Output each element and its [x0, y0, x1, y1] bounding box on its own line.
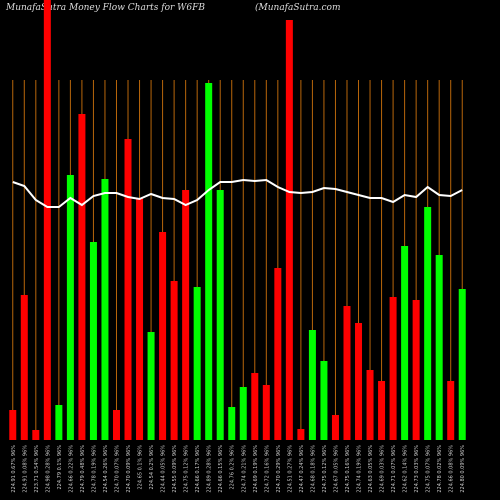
x-tick-label: 224.89 0.28% 96%: [207, 445, 213, 493]
x-tick-label: 224.75 0.16% 96%: [345, 445, 351, 493]
bar: [66, 175, 74, 440]
x-tick-label: 224.71 0.07% 96%: [391, 445, 397, 493]
bar: [205, 83, 213, 440]
bar: [55, 405, 63, 440]
bar: [297, 429, 305, 440]
x-tick-label: 224.98 0.28% 96%: [45, 445, 51, 493]
bar: [435, 255, 443, 440]
chart-subtitle: (MunafaSutra.com: [255, 2, 340, 13]
x-tick-label: 224.51 0.27% 96%: [287, 445, 293, 493]
bar: [136, 198, 144, 440]
x-tick-label: 224.54 0.2% 96%: [149, 445, 155, 490]
x-tick-label: 224.76 0.2% 96%: [230, 445, 236, 490]
bar: [147, 332, 155, 440]
bar: [20, 295, 28, 440]
bar: [239, 387, 247, 440]
x-tick-label: 224.54 0.26% 96%: [103, 445, 109, 493]
x-tick-label: 224.62 0.14% 96%: [403, 445, 409, 493]
bar: [124, 139, 132, 440]
bar: [308, 330, 316, 440]
x-tick-label: 224.68 0.18% 96%: [310, 445, 316, 493]
x-tick-label: 224.66 0.15% 96%: [218, 445, 224, 493]
bar: [89, 242, 97, 440]
x-tick-label: 224.55 0.09% 96%: [172, 445, 178, 493]
x-tick-label: 224.66 0.08% 96%: [449, 445, 455, 493]
x-tick-label: 224.78 0.02% 96%: [437, 445, 443, 493]
x-tick-label: 224.47 0.24% 96%: [299, 445, 305, 493]
bar: [331, 415, 339, 440]
x-tick-label: 224.80 0.09% 96%: [460, 445, 466, 493]
chart-title: MunafaSutra Money Flow Charts for W6FB: [5, 3, 205, 13]
bar: [424, 207, 432, 440]
bar: [458, 289, 466, 440]
money-flow-line: [12, 178, 463, 208]
x-tick-label: 224.74 0.19% 96%: [357, 445, 363, 493]
bar: [193, 287, 201, 440]
x-tick-label: 224.66 0.17% 96%: [195, 445, 201, 493]
x-tick-label: 224.69 0.19% 96%: [253, 445, 259, 493]
x-tick-label: 224.65 0.1% 96%: [138, 445, 144, 490]
bar: [228, 407, 236, 440]
x-tick-label: 224.91 0.67% 96%: [11, 445, 17, 493]
x-tick-label: 224.79 0.48% 96%: [80, 445, 86, 493]
x-tick-label: 224.75 0.07% 96%: [426, 445, 432, 493]
x-tick-label: 224.70 0.07% 96%: [114, 445, 120, 493]
x-tick-label: 224.73 0.03% 96%: [414, 445, 420, 493]
bar: [366, 370, 374, 440]
x-tick-label: 223.71 0.54% 96%: [34, 445, 40, 493]
bar: [112, 410, 120, 440]
x-tick-label: 224.75 0.12% 96%: [322, 445, 328, 493]
bar: [159, 232, 167, 440]
bar: [378, 381, 386, 440]
bar: [262, 385, 270, 440]
bar: [32, 430, 40, 440]
bar: [9, 410, 17, 440]
bar: [43, 0, 51, 440]
bar: [389, 297, 397, 440]
x-tick-label: 224.44 0.05% 96%: [161, 445, 167, 493]
bar: [355, 323, 363, 440]
bar: [447, 381, 455, 440]
bar: [182, 190, 190, 440]
bar: [412, 300, 420, 440]
x-tick-label: 224.70 0.29% 96%: [276, 445, 282, 493]
x-tick-label: 224.70 0.09% 96%: [126, 445, 132, 493]
x-tick-label: 224.69 0.03% 96%: [380, 445, 386, 493]
x-tick-label: 224.66 0.22% 96%: [68, 445, 74, 493]
bar: [320, 361, 328, 440]
x-tick-label: 224.67 0.05% 96%: [333, 445, 339, 493]
bar: [101, 179, 109, 440]
x-tick-label: 224.78 0.19% 96%: [91, 445, 97, 493]
bar: [401, 246, 409, 440]
bar: [285, 20, 293, 440]
bar: [343, 306, 351, 440]
bar: [274, 268, 282, 440]
bar: [216, 190, 224, 440]
x-tick-label: 224.79 0.1% 96%: [57, 445, 63, 490]
x-tick-label: 224.74 0.21% 96%: [241, 445, 247, 493]
bar: [170, 281, 178, 440]
x-tick-label: 224.72 0.16% 96%: [264, 445, 270, 493]
x-tick-label: 224.75 0.12% 96%: [184, 445, 190, 493]
x-tick-label: 224.91 0.08% 96%: [22, 445, 28, 493]
bar: [78, 114, 86, 440]
bar: [251, 373, 259, 440]
x-tick-label: 224.63 0.05% 96%: [368, 445, 374, 493]
